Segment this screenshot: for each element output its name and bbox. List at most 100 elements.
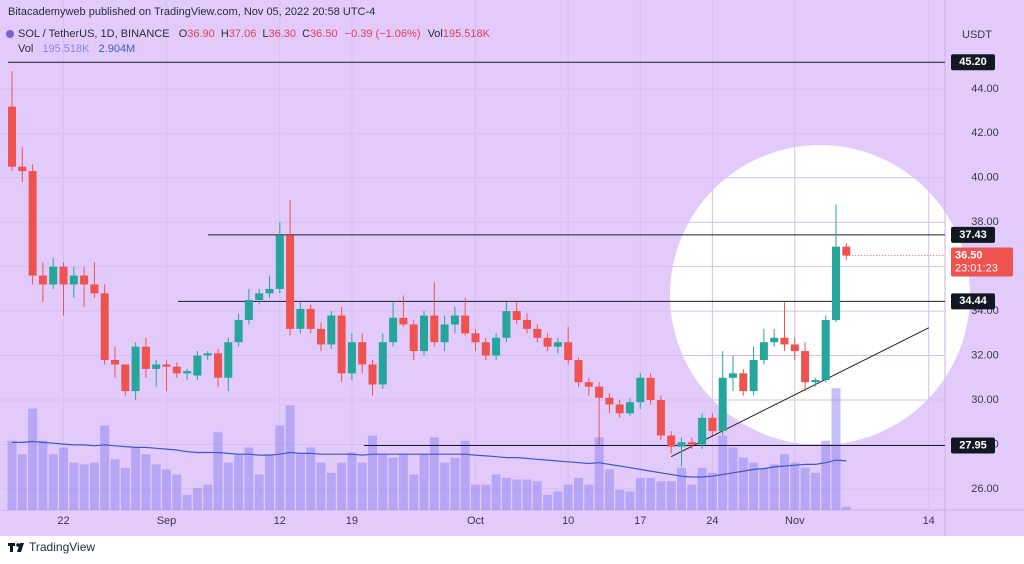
volume-legend: Vol 195.518K 2.904M <box>18 43 135 55</box>
legend-value: 36.30 <box>269 28 297 40</box>
volume-bar <box>584 484 594 510</box>
volume-bar <box>687 484 697 510</box>
y-tick-label: 32.00 <box>971 349 999 361</box>
legend-key: O <box>179 28 188 40</box>
candle-body <box>59 266 68 285</box>
candle-body <box>533 328 542 338</box>
volume-ma-line <box>12 440 847 478</box>
candle-body <box>224 342 233 378</box>
symbol: SOL / TetherUS, 1D, BINANCE <box>18 28 170 40</box>
volume-bar <box>28 408 38 510</box>
candle-body <box>131 346 140 392</box>
candle-body <box>286 235 295 329</box>
candle-layer <box>8 71 851 467</box>
volume-bar <box>285 405 295 510</box>
logo-part <box>17 543 24 552</box>
y-tick-label: 26.00 <box>971 483 999 495</box>
volume-bar <box>203 484 213 510</box>
candle-body <box>306 308 315 329</box>
candle-body <box>667 435 676 447</box>
legend-key: Vol <box>18 43 33 55</box>
x-tick-label: 12 <box>274 515 286 527</box>
candle-body <box>244 300 253 320</box>
volume-bar <box>162 469 171 510</box>
legend-key: C <box>302 28 310 40</box>
volume-bar <box>450 457 460 510</box>
candle-body <box>450 315 459 325</box>
volume-bar <box>7 440 17 510</box>
candle-body <box>595 386 604 398</box>
candle-body <box>821 320 830 380</box>
candle-body <box>389 317 398 343</box>
volume-bar <box>810 472 820 510</box>
volume-bar <box>460 440 470 510</box>
volume-bar <box>780 454 789 510</box>
level-label: 34.44 <box>959 295 987 307</box>
candle-body <box>687 442 696 445</box>
brand-logo <box>8 543 24 552</box>
candle-body <box>18 166 27 172</box>
volume-bar <box>213 432 223 510</box>
candle-body <box>626 402 634 414</box>
candle-body <box>111 360 119 365</box>
volume-bar <box>223 462 233 510</box>
candle-body <box>739 373 748 392</box>
volume-bar <box>769 464 779 510</box>
volume-layer <box>7 388 851 510</box>
level-label-box <box>951 54 995 71</box>
y-tick-label: 44.00 <box>971 83 999 95</box>
volume-bar <box>491 474 501 510</box>
candle-body <box>28 171 37 276</box>
candle-body <box>80 275 89 285</box>
last-price-label: 36.50 <box>955 249 983 261</box>
candle-body <box>378 342 387 385</box>
volume-bar <box>79 464 89 510</box>
ohlc-legend: SOL / TetherUS, 1D, BINANCE O36.90 H37.0… <box>18 28 491 40</box>
volume-bar <box>388 457 398 510</box>
symbol-icon <box>6 30 14 38</box>
candle-body <box>698 417 707 445</box>
candle-body <box>553 342 562 347</box>
candle-body <box>183 371 192 374</box>
volume-bar <box>275 425 285 510</box>
candle-body <box>790 344 799 352</box>
volume-bar <box>151 464 161 510</box>
candle-body <box>399 317 408 325</box>
x-tick-label: 14 <box>923 515 935 527</box>
brand: TradingView <box>29 540 95 554</box>
volume-bar <box>48 454 58 510</box>
candle-body <box>430 315 439 343</box>
volume-bar <box>481 484 491 510</box>
volume-bar <box>182 494 192 510</box>
volume-bar <box>17 454 27 510</box>
level-label: 27.95 <box>959 439 987 451</box>
candle-body <box>440 324 449 343</box>
volume-bar <box>141 454 151 510</box>
candle-body <box>193 355 202 376</box>
y-tick-label: 42.00 <box>971 127 999 139</box>
volume-bar <box>254 474 264 510</box>
candle-body <box>636 377 645 403</box>
candle-body <box>347 342 356 374</box>
volume-bar <box>604 469 614 510</box>
candle-body <box>8 106 16 167</box>
x-tick-label: 19 <box>346 515 358 527</box>
candle-body <box>49 266 58 285</box>
level-label-box <box>951 437 995 454</box>
volume-bar <box>295 454 305 510</box>
volume-bar <box>831 388 841 510</box>
volume-bar <box>440 462 450 510</box>
volume-bar <box>594 437 604 510</box>
candle-body <box>203 353 212 356</box>
candle-body <box>512 311 521 320</box>
candle-body <box>615 404 624 414</box>
volume-bar <box>790 462 800 510</box>
candle-body <box>780 337 789 345</box>
candle-body <box>811 380 820 383</box>
candle-body <box>584 382 593 387</box>
candle-body <box>708 417 717 432</box>
candle-body <box>38 275 47 285</box>
volume-bar <box>759 467 769 510</box>
candle-body <box>492 337 501 356</box>
volume-bar <box>718 435 728 510</box>
